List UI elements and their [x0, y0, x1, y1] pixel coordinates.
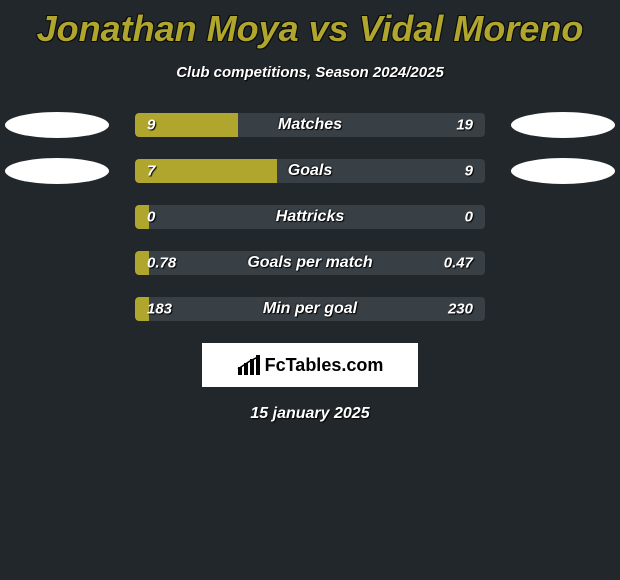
- stat-value-right: 9: [465, 163, 473, 180]
- stat-value-left: 0: [147, 209, 155, 226]
- player-oval-left: [5, 158, 109, 184]
- date-label: 15 january 2025: [0, 405, 620, 423]
- stat-label: Goals per match: [247, 254, 372, 272]
- player-oval-right: [511, 112, 615, 138]
- page-title: Jonathan Moya vs Vidal Moreno: [0, 0, 620, 50]
- stat-label: Hattricks: [276, 208, 344, 226]
- stat-bar-fill: [135, 159, 277, 183]
- stat-value-left: 183: [147, 301, 172, 318]
- stat-bar: 0 Hattricks 0: [135, 205, 485, 229]
- stat-row: 183 Min per goal 230: [0, 297, 620, 321]
- stat-row: 0.78 Goals per match 0.47: [0, 251, 620, 275]
- bars-icon: [237, 355, 261, 375]
- stat-bar: 183 Min per goal 230: [135, 297, 485, 321]
- stat-bar: 0.78 Goals per match 0.47: [135, 251, 485, 275]
- stat-label: Matches: [278, 116, 342, 134]
- stat-bar: 7 Goals 9: [135, 159, 485, 183]
- stat-value-right: 0: [465, 209, 473, 226]
- stat-label: Min per goal: [263, 300, 357, 318]
- logo-text: FcTables.com: [265, 355, 384, 376]
- stat-value-left: 7: [147, 163, 155, 180]
- comparison-bars: 9 Matches 19 7 Goals 9 0 Hattricks 0 0.78 Goals pe…: [0, 113, 620, 321]
- stat-row: 7 Goals 9: [0, 159, 620, 183]
- stat-value-right: 0.47: [444, 255, 473, 272]
- stat-value-right: 230: [448, 301, 473, 318]
- stat-value-left: 9: [147, 117, 155, 134]
- player-oval-left: [5, 112, 109, 138]
- player-oval-right: [511, 158, 615, 184]
- stat-label: Goals: [288, 162, 332, 180]
- stat-bar: 9 Matches 19: [135, 113, 485, 137]
- stat-value-right: 19: [456, 117, 473, 134]
- subtitle: Club competitions, Season 2024/2025: [0, 64, 620, 81]
- stat-row: 0 Hattricks 0: [0, 205, 620, 229]
- stat-row: 9 Matches 19: [0, 113, 620, 137]
- stat-value-left: 0.78: [147, 255, 176, 272]
- logo-box: FcTables.com: [202, 343, 418, 387]
